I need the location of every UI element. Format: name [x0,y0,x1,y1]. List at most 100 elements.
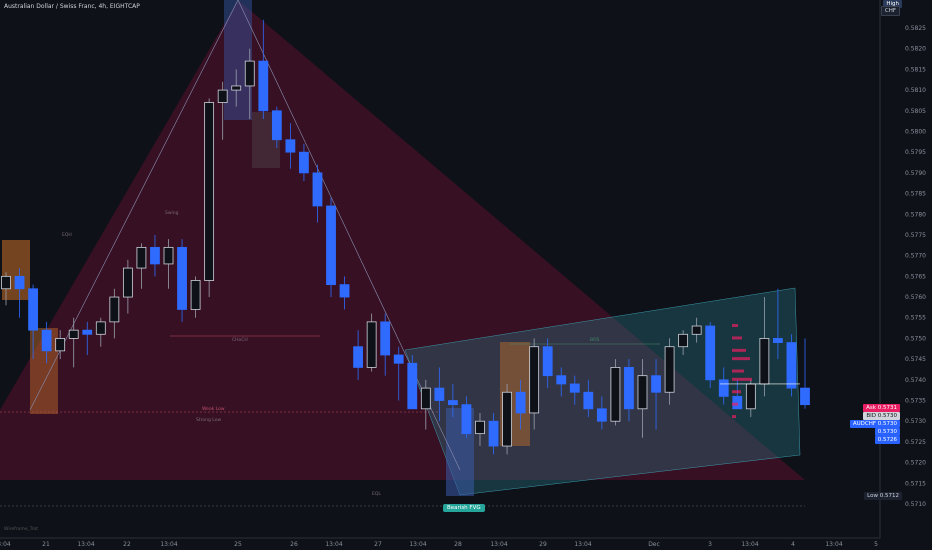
y-tick: 0.5790 [905,170,926,177]
candle-body [596,408,607,422]
candle-body [271,110,282,141]
candle-body [773,338,783,343]
candle-body [502,391,512,447]
x-tick: 13:04 [574,541,591,548]
candle-body [583,391,594,410]
candle-body [1,275,11,290]
x-tick: 5 [874,541,878,548]
y-tick: 0.5820 [905,46,926,53]
y-tick: 0.5760 [905,294,926,301]
candle-body [353,346,364,368]
candle-body [95,321,106,335]
candle-body [82,329,93,335]
price-label: BID [866,413,876,419]
candle-body [651,375,661,393]
x-tick: 13:04 [409,541,426,548]
candle-body [217,89,228,103]
y-tick: 0.5780 [905,211,926,218]
chart-title: Australian Dollar / Swiss Franc, 4h, EIG… [4,3,140,10]
watermark: Wireframe_Trot [4,527,39,532]
eqh-label: EQH [62,233,72,238]
x-tick: 28 [454,541,462,548]
candle-body [515,391,526,414]
candle-body [447,400,458,406]
candle-body [556,375,567,385]
x-tick: 22 [123,541,131,548]
y-tick: 0.5725 [905,439,926,446]
candle-body [312,172,323,207]
ask-value: 0.5731 [877,405,897,411]
fvg-pill[interactable]: Bearish FVG [443,504,485,512]
y-tick: 0.5810 [905,87,926,94]
candle-body [718,379,729,397]
candle-body [393,354,404,364]
y-tick: 0.5710 [905,501,926,508]
eql-label: EQL [372,492,381,497]
x-tick: 25 [234,541,242,548]
candle-body [434,387,445,401]
y-tick: 0.5825 [905,25,926,32]
level-tag-2: 0.5726 [874,436,900,444]
candle-body [14,275,25,290]
candle-body [637,375,648,410]
y-tick: 0.5740 [905,377,926,384]
candle-body [407,362,418,410]
currency-tag[interactable]: CHF [880,6,900,16]
y-tick: 0.5800 [905,128,926,135]
y-tick: 0.5815 [905,66,926,73]
x-tick: 3 [708,541,712,548]
low-value: 0.5712 [879,493,899,499]
price-value: 0.5730 [877,413,897,419]
candle-body [339,284,350,298]
x-tick: 13:04 [741,541,758,548]
x-tick: 3:04 [0,541,11,548]
level-tag-1: 0.5730 [874,428,900,436]
x-tick: 21 [42,541,50,548]
strong-low-label: Strong Low [196,418,222,423]
candle-body [150,246,160,265]
x-tick: 27 [374,541,382,548]
candle-body [759,338,770,385]
swing-label: Swing [165,211,179,216]
candle-body [664,346,675,393]
candle-body [177,246,187,310]
candle-body [542,346,553,377]
ask-label: Ask [866,405,876,411]
volume-profile-bar [732,357,750,361]
choch-label: CHoCH [232,338,248,343]
candle-body [745,383,756,410]
ask-tag: Ask 0.5731 [863,404,900,412]
candle-body [68,329,79,339]
volume-profile-bar [732,324,738,328]
y-tick: 0.5735 [905,398,926,405]
low-label: Low [867,493,878,499]
candle-body [380,321,391,356]
candle-body [420,387,431,410]
y-tick: 0.5715 [905,480,926,487]
x-tick: 26 [290,541,298,548]
volume-profile-bar [732,415,736,419]
y-tick: 0.5765 [905,273,926,280]
x-tick: 13:04 [77,541,94,548]
x-tick: 29 [539,541,547,548]
candle-body [800,387,810,406]
candle-body [678,333,689,348]
y-tick: 0.5770 [905,253,926,260]
candle-body [786,342,797,389]
volume-profile-bar [732,377,752,381]
candle-body [285,139,296,153]
x-tick: 13:04 [490,541,507,548]
candle-body [366,321,377,368]
bid-value: 0.5730 [877,421,897,427]
high-tag: High [883,0,902,8]
low-tag: Low 0.5712 [864,492,902,500]
volume-profile-bar [732,369,744,373]
x-tick: 13:04 [325,541,342,548]
y-tick: 0.5795 [905,149,926,156]
y-tick: 0.5805 [905,108,926,115]
candle-body [204,102,215,281]
candle-body [41,329,52,352]
weak-low-label: Weak Low [202,407,225,412]
candle-body [55,338,66,352]
